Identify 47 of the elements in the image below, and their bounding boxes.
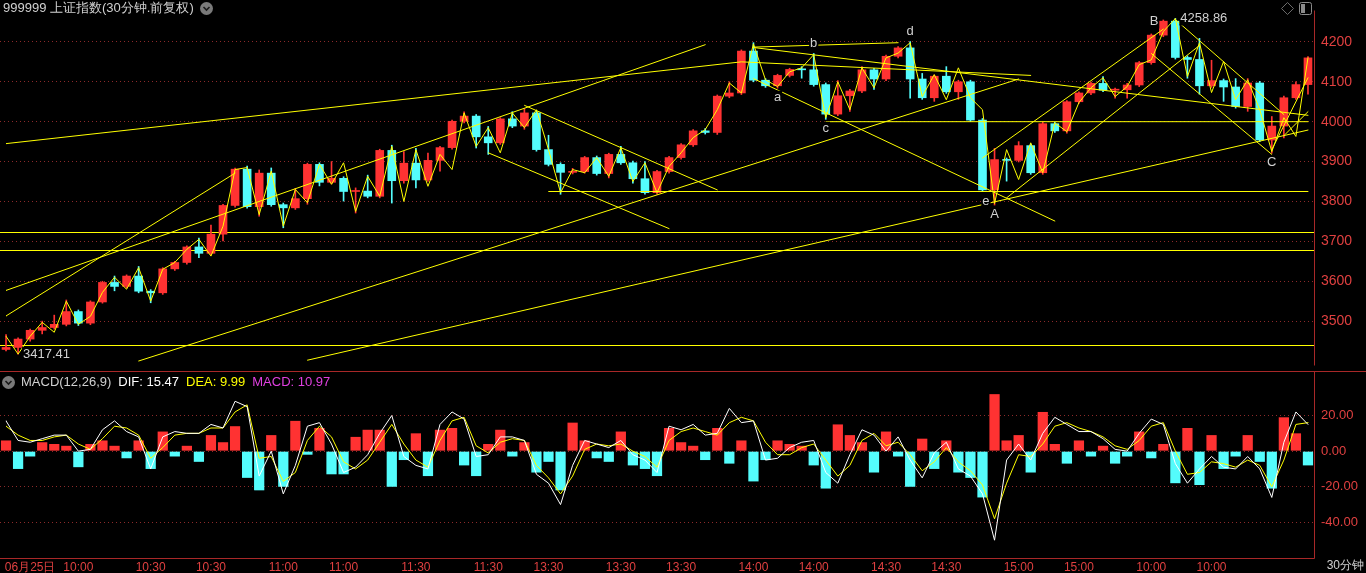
y-tick-label: 4200	[1321, 32, 1353, 49]
y-tick-label: 3900	[1321, 152, 1353, 169]
y-tick-label: 4000	[1321, 112, 1353, 129]
x-tick-label: 14:30	[871, 559, 902, 573]
x-tick-label: 15:00	[1003, 559, 1034, 573]
y-tick-label: -40.00	[1321, 513, 1358, 529]
chart-title: 999999 上证指数(30分钟.前复权)	[2, 0, 195, 15]
x-tick-label: 14:00	[738, 559, 769, 573]
x-tick-label: 11:00	[268, 559, 299, 573]
data-label: e	[982, 193, 990, 209]
y-tick-label: 3600	[1321, 272, 1353, 289]
data-label: C	[1267, 154, 1277, 170]
x-tick-label: 11:30	[473, 559, 504, 573]
x-tick-label: 11:30	[401, 559, 431, 573]
x-tick-label: 10:30	[195, 559, 227, 573]
y-tick-label: 0.00	[1321, 442, 1347, 458]
x-tick-label: 13:30	[666, 559, 697, 573]
data-label: a	[773, 89, 782, 105]
chart-title: MACD(12,26,9)	[20, 374, 113, 389]
y-tick-label: 20.00	[1321, 407, 1354, 423]
x-tick-label: 10:00	[63, 559, 94, 573]
y-tick-label: 3700	[1321, 232, 1353, 249]
y-tick-label: 3800	[1321, 192, 1353, 209]
data-label: 4258.86	[1180, 10, 1228, 26]
x-tick-label: 10:30	[135, 559, 167, 573]
x-tick-label: 10:00	[1136, 559, 1167, 573]
x-tick-label: 13:30	[605, 559, 637, 573]
text: DIF: 15.47	[117, 374, 181, 389]
data-label: c	[822, 120, 830, 136]
x-tick-label: 14:00	[798, 559, 830, 573]
y-tick-label: 4100	[1321, 72, 1353, 89]
annotation: MACD: 10.97	[251, 374, 332, 389]
text: 30分钟	[1326, 558, 1364, 573]
x-tick-label: 10:00	[1196, 559, 1227, 573]
x-tick-label: 14:30	[931, 559, 962, 573]
data-label: b	[810, 35, 818, 51]
x-tick-label: 15:00	[1063, 559, 1095, 573]
data-label: d	[906, 23, 914, 39]
data-label: B	[1149, 13, 1159, 29]
x-tick-label: 06月25日	[4, 559, 56, 573]
series-label: DEA: 9.99	[185, 374, 247, 389]
x-tick-label: 11:00	[329, 559, 359, 573]
x-tick-label: 13:30	[533, 559, 564, 573]
data-label: A	[990, 206, 1000, 222]
y-tick-label: -20.00	[1321, 478, 1358, 494]
y-tick-label: 3500	[1321, 311, 1353, 328]
data-label: 3417.41	[23, 345, 71, 361]
